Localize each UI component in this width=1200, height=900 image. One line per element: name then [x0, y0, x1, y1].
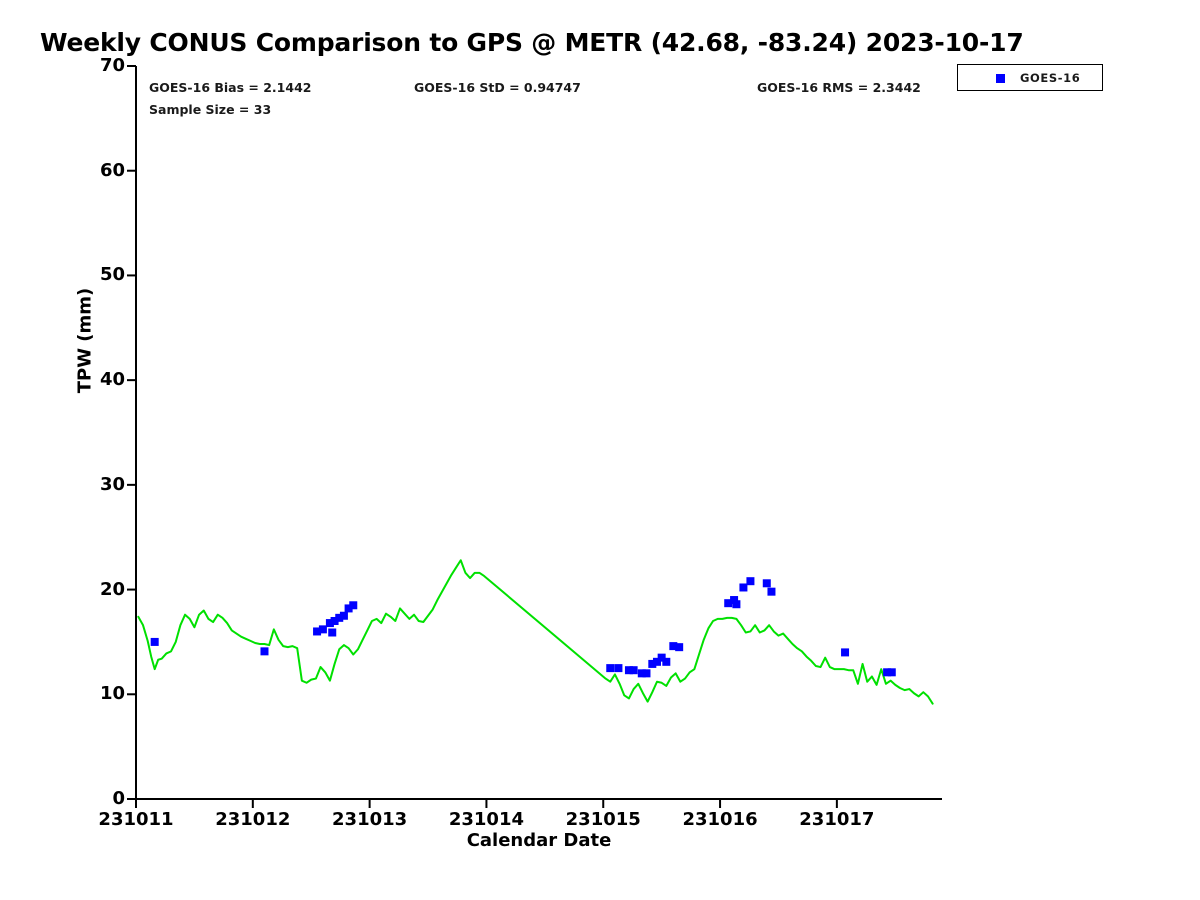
data-point-marker [669, 642, 678, 651]
data-point-marker [260, 647, 269, 656]
data-point-marker [614, 664, 623, 673]
data-point-marker [675, 643, 684, 652]
legend[interactable]: GOES-16 [957, 64, 1103, 91]
data-point-marker [724, 599, 733, 608]
y-tick-label: 40 [99, 369, 125, 391]
data-point-marker [730, 596, 739, 605]
data-point-marker [652, 657, 661, 666]
data-point-marker [657, 653, 666, 662]
stat-sample-size: Sample Size = 33 [149, 102, 272, 117]
y-tick-label: 10 [99, 683, 125, 705]
y-tick-label: 30 [99, 473, 125, 495]
stat-bias: GOES-16 Bias = 2.1442 [149, 80, 312, 95]
stat-rms: GOES-16 RMS = 2.3442 [757, 80, 921, 95]
data-point-marker [629, 666, 638, 675]
data-point-marker [739, 583, 748, 592]
data-point-marker [150, 637, 159, 646]
page-title: Weekly CONUS Comparison to GPS @ METR (4… [40, 28, 1024, 57]
x-tick-label: 231017 [799, 809, 875, 830]
data-point-marker [883, 668, 892, 677]
series-scatter-goes16 [150, 577, 896, 678]
data-point-marker [318, 625, 327, 634]
data-point-marker [325, 619, 334, 628]
x-tick-label: 231013 [332, 809, 408, 830]
x-tick-label: 231012 [215, 809, 291, 830]
data-point-marker [328, 628, 337, 637]
legend-label-goes16: GOES-16 [1020, 71, 1081, 85]
data-point-marker [637, 669, 646, 678]
series-line-gps [137, 559, 934, 705]
y-tick-label: 70 [99, 55, 125, 76]
x-axis-title: Calendar Date [466, 830, 612, 851]
data-point-marker [330, 616, 339, 625]
data-point-marker [841, 648, 850, 657]
x-tick-label: 231016 [682, 809, 758, 830]
stat-std: GOES-16 StD = 0.94747 [414, 80, 581, 95]
data-point-marker [887, 668, 896, 677]
y-tick-label: 20 [99, 578, 125, 600]
data-point-marker [642, 669, 651, 678]
data-point-marker [746, 577, 755, 586]
data-point-marker [335, 613, 344, 622]
x-tick-label: 231015 [565, 809, 641, 830]
data-point-marker [624, 666, 633, 675]
y-tick-label: 0 [112, 788, 125, 809]
data-point-marker [606, 664, 615, 673]
data-point-marker [662, 657, 671, 666]
data-point-marker [762, 579, 771, 588]
data-point-marker [648, 659, 657, 668]
y-tick-label: 50 [99, 264, 125, 286]
data-point-marker [767, 587, 776, 596]
data-point-marker [349, 601, 358, 610]
x-tick-label: 231011 [98, 809, 174, 830]
data-point-marker [344, 604, 353, 613]
x-tick-label: 231014 [448, 809, 524, 830]
data-point-marker [339, 611, 348, 620]
data-point-marker [313, 627, 322, 636]
y-tick-label: 60 [99, 159, 125, 181]
data-point-marker [732, 600, 741, 609]
legend-marker-goes16 [996, 74, 1005, 83]
